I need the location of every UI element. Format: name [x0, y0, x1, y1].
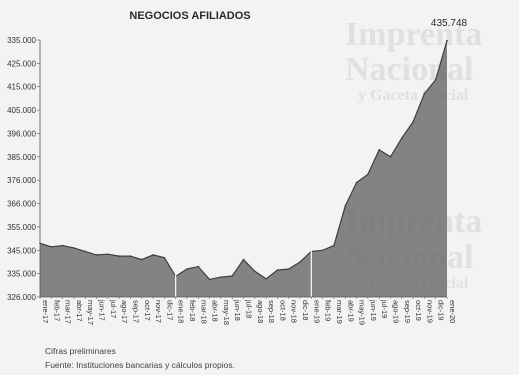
x-tick-label: ago-17 [120, 300, 129, 323]
data-point [367, 173, 369, 176]
x-tick-label: nov-19 [425, 300, 434, 323]
svg-text:y Gaceta Oficial: y Gaceta Oficial [358, 87, 469, 104]
x-tick-label: sep-18 [267, 300, 276, 323]
y-tick-label: 335.000 [7, 270, 36, 279]
data-point [355, 181, 358, 184]
data-point [401, 137, 403, 139]
x-tick-label: mar-19 [335, 300, 344, 324]
x-tick-label: dic-19 [437, 300, 446, 320]
x-tick-label: abr-17 [75, 300, 84, 322]
data-point [254, 270, 256, 273]
x-tick-label: jun-18 [233, 299, 242, 321]
footnote-preliminary: Cifras preliminares [45, 346, 116, 356]
y-tick-label: 425.000 [7, 59, 36, 68]
x-tick-label: abr-18 [211, 300, 220, 322]
x-tick-label: feb-19 [324, 300, 333, 321]
data-point [152, 254, 154, 256]
data-point [333, 244, 335, 247]
data-point [423, 92, 426, 95]
y-tick-label: 385.000 [7, 153, 36, 162]
data-point [73, 247, 75, 249]
data-point [107, 253, 109, 255]
data-point [186, 268, 188, 270]
x-tick-label: ago-19 [391, 300, 400, 323]
y-tick-label: 376.000 [7, 176, 36, 185]
plot-area: 335.000 425.000 415.000 405.000 396.000 385.0… [7, 36, 457, 325]
x-tick-label: jul-17 [109, 299, 118, 318]
x-tick-label: ago-18 [256, 300, 265, 323]
y-tick-label: 326.000 [7, 293, 36, 302]
x-tick-label: ene-20 [448, 300, 457, 323]
data-point [220, 276, 222, 278]
x-tick-label: feb-18 [188, 300, 197, 321]
data-point [242, 258, 245, 261]
data-point [50, 246, 53, 248]
x-tick-label: oct-17 [143, 300, 152, 321]
chart-title: NEGOCIOS AFILIADOS [129, 10, 250, 22]
data-point [434, 78, 437, 81]
x-tick-label: dic-18 [301, 300, 310, 320]
y-tick-label: 366.000 [7, 200, 36, 209]
x-tick-label: may-18 [222, 300, 231, 325]
y-tick-label: 415.000 [7, 83, 36, 92]
data-point [231, 275, 233, 277]
x-tick-label: jul-19 [380, 299, 389, 318]
x-tick-label: jul-18 [245, 299, 254, 318]
data-point [129, 255, 132, 257]
data-point [276, 269, 279, 271]
x-tick-label: nov-18 [290, 300, 299, 323]
y-tick-label: 355.000 [7, 223, 36, 232]
x-tick-label: mar-17 [64, 300, 73, 324]
data-point [141, 258, 143, 261]
x-tick-label: may-17 [86, 300, 95, 325]
x-tick-label: oct-19 [414, 300, 423, 321]
x-tick-label: jun-17 [98, 299, 107, 321]
x-tick-label: ene-18 [177, 300, 186, 323]
data-point [84, 250, 86, 253]
data-point [265, 278, 267, 280]
data-point [197, 265, 200, 268]
x-tick-label: sep-17 [131, 300, 140, 323]
y-tick-label: 396.000 [7, 129, 36, 138]
data-point [163, 256, 166, 259]
data-point [287, 268, 290, 270]
svg-text:Imprenta: Imprenta [345, 16, 482, 53]
x-tick-label: may-19 [358, 300, 367, 325]
x-tick-label: ene-17 [41, 300, 50, 323]
x-tick-label: dic-17 [165, 300, 174, 320]
x-tick-label: abr-19 [346, 300, 355, 322]
data-point [61, 244, 64, 247]
y-tick-label: 345.000 [7, 246, 36, 255]
series-area [40, 40, 447, 297]
x-tick-label: ene-19 [312, 300, 321, 323]
x-tick-label: oct-18 [278, 300, 287, 321]
y-tick-label: 405.000 [7, 106, 36, 115]
data-point [208, 278, 211, 281]
data-point [95, 254, 98, 256]
x-tick-label: jun-19 [369, 299, 378, 321]
data-point [321, 249, 324, 252]
data-point [344, 205, 347, 207]
data-point [412, 121, 414, 123]
data-point [299, 261, 301, 263]
x-tick-label: nov-17 [154, 300, 163, 323]
data-point [378, 149, 381, 151]
data-point [389, 156, 392, 158]
peak-annotation: 435.748 [431, 18, 468, 29]
x-tick-label: feb-17 [52, 300, 61, 321]
data-point [446, 39, 448, 42]
y-tick-label: 335.000 [7, 36, 36, 45]
data-point [118, 255, 120, 257]
footnote-source: Fuente: Instituciones bancarias y cálcul… [45, 360, 235, 370]
x-tick-label: mar-18 [199, 300, 208, 324]
x-tick-label: sep-19 [403, 300, 412, 323]
svg-text:Nacional: Nacional [345, 51, 473, 88]
